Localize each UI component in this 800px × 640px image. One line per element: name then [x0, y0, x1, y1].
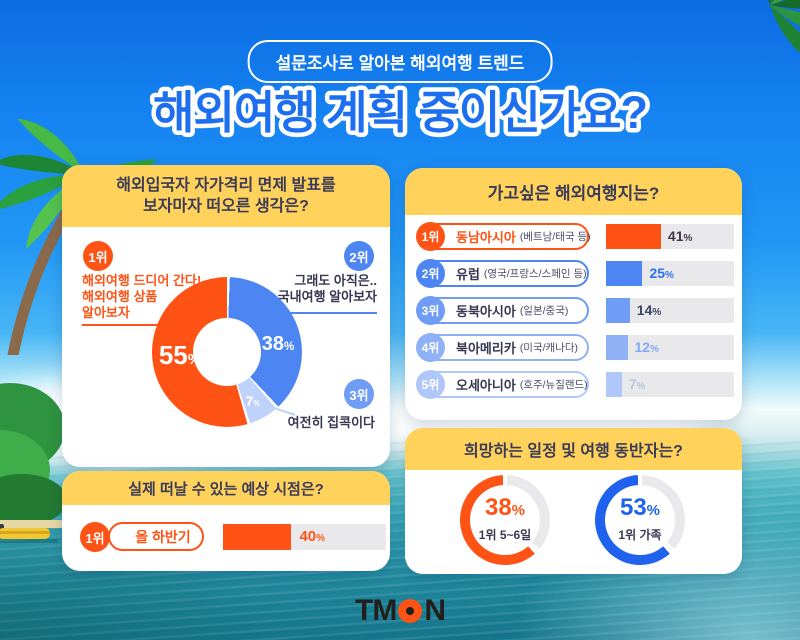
bar-value: 7% — [628, 376, 646, 392]
bar-track: 7% — [606, 372, 734, 397]
donut-value-2: 38% — [261, 333, 295, 355]
rank-badge: 4위 — [416, 333, 445, 362]
rank-badge: 3위 — [416, 296, 445, 325]
destination-pill: 오세아니아 (호주/뉴질랜드) — [417, 371, 589, 398]
logo-letter-m: M — [372, 594, 397, 627]
panel-title: 가고싶은 해외여행지는? — [405, 168, 742, 215]
annotation-rank3: 여전히 집콕이다 — [287, 415, 375, 430]
destination-detail: (영국/프랑스/스페인 등) — [483, 268, 587, 280]
thoughts-chart-area: 55% 38% 7% 1위 해외여행 드디어 간다! 해외여행 상품 알아보자 … — [62, 227, 390, 467]
destination-detail: (미국/캐나다) — [519, 342, 579, 354]
ring-chart-companion — [595, 475, 685, 565]
palm-tree-icon — [749, 0, 800, 71]
rank-badge-2: 2위 — [344, 241, 374, 271]
bar-fill — [606, 372, 622, 397]
destination-pill: 동남아시아 (베트남/태국 등) — [417, 223, 591, 250]
ring-chart-duration — [460, 475, 550, 565]
destination-name: 유럽 — [456, 267, 480, 282]
panel-title: 실제 떠날 수 있는 예상 시점은? — [62, 471, 390, 505]
ring-caption: 1위 가족 — [618, 528, 662, 542]
destination-detail: (베트남/태국 등) — [519, 231, 591, 243]
bar-value: 12% — [634, 339, 659, 355]
panel-quarantine-thoughts: 해외입국자 자가격리 면제 발표를 보자마자 떠오른 생각은? 55% 38% … — [62, 165, 390, 467]
rank-badge-3: 3위 — [344, 379, 374, 409]
destinations-chart-area: 41% 동남아시아 (베트남/태국 등) 1위 25% 유럽 (영국/프랑스/스… — [405, 215, 742, 420]
bar-fill — [606, 298, 630, 323]
panel-destinations: 가고싶은 해외여행지는? 41% 동남아시아 (베트남/태국 등) 1위 25%… — [405, 168, 742, 420]
destination-pill: 북아메리카 (미국/캐나다) — [417, 334, 589, 361]
bar-track: 41% — [606, 224, 734, 249]
bar-value: 41% — [667, 228, 693, 244]
destination-detail: (호주/뉴질랜드) — [519, 379, 588, 391]
tmon-logo: T M N — [0, 594, 800, 627]
bar-track: 12% — [606, 335, 734, 360]
bar-value: 25% — [649, 265, 674, 281]
schedule-chart-area: 38% 1위 5~6일 53% 1위 가족 — [405, 470, 742, 574]
donut-value-1: 55% — [158, 340, 202, 370]
bar-value: 14% — [636, 302, 662, 318]
timing-pill: 올 하반기 — [108, 522, 204, 551]
destination-detail: (일본/중국) — [519, 305, 569, 317]
donut-hole — [193, 318, 261, 386]
tmon-o-icon — [398, 599, 423, 623]
annotation-rank1: 해외여행 드디어 간다! 해외여행 상품 알아보자 — [82, 273, 202, 320]
destination-row: 25% 유럽 (영국/프랑스/스페인 등) 2위 — [416, 259, 734, 288]
logo-letter-t: T — [355, 594, 373, 627]
destination-name: 북아메리카 — [456, 341, 516, 356]
destination-name: 동북아시아 — [456, 304, 516, 319]
page-title-svg: 해외여행 계획 중이신가요? — [149, 83, 653, 143]
donut-value-3: 7% — [245, 393, 261, 409]
panel-departure-timing: 실제 떠날 수 있는 예상 시점은? 1위 올 하반기 40% — [62, 471, 390, 571]
leader-line — [82, 324, 162, 326]
rank-badge: 5위 — [416, 370, 445, 399]
destination-row: 41% 동남아시아 (베트남/태국 등) 1위 — [416, 222, 734, 251]
bar-fill — [606, 224, 661, 249]
ring-label-duration: 38% 1위 5~6일 — [450, 496, 560, 543]
timing-chart-area: 1위 올 하반기 40% — [62, 505, 390, 571]
ring-label-companion: 53% 1위 가족 — [585, 496, 695, 543]
destination-name: 오세아니아 — [456, 378, 516, 393]
bar-fill — [606, 261, 643, 286]
panel-title: 희망하는 일정 및 여행 동반자는? — [405, 428, 742, 470]
survey-badge: 설문조사로 알아본 해외여행 트렌드 — [247, 40, 553, 83]
ring-caption: 1위 5~6일 — [478, 528, 532, 542]
logo-letter-n: N — [424, 594, 446, 627]
destination-row: 12% 북아메리카 (미국/캐나다) 4위 — [416, 333, 734, 362]
bar-track: 25% — [606, 261, 734, 286]
rank-badge: 1위 — [80, 522, 110, 552]
page-title: 해외여행 계획 중이신가요? — [153, 87, 647, 138]
timing-row: 1위 올 하반기 40% — [80, 522, 386, 552]
island-with-boat — [0, 383, 67, 543]
destination-pill: 유럽 (영국/프랑스/스페인 등) — [417, 260, 589, 287]
rank-badge-1: 1위 — [83, 241, 113, 271]
bar-track: 14% — [606, 298, 734, 323]
destination-name: 동남아시아 — [456, 230, 516, 245]
bar-fill — [606, 335, 628, 360]
bar-track: 40% — [223, 524, 386, 550]
destination-row: 14% 동북아시아 (일본/중국) 3위 — [416, 296, 734, 325]
rank-badge: 2위 — [416, 259, 445, 288]
rank-badge: 1위 — [416, 222, 445, 251]
leader-line — [287, 312, 377, 314]
panel-title: 해외입국자 자가격리 면제 발표를 보자마자 떠오른 생각은? — [62, 165, 390, 227]
boat-icon — [0, 524, 58, 543]
destination-row: 7% 오세아니아 (호주/뉴질랜드) 5위 — [416, 370, 734, 399]
panel-schedule-companion: 희망하는 일정 및 여행 동반자는? 38% 1위 5~6일 53% 1위 가족 — [405, 428, 742, 574]
annotation-rank2: 그래도 아직은.. 국내여행 알아보자 — [277, 273, 377, 304]
destination-pill: 동북아시아 (일본/중국) — [417, 297, 589, 324]
bar-fill — [223, 524, 292, 550]
bar-value: 40% — [299, 528, 326, 545]
